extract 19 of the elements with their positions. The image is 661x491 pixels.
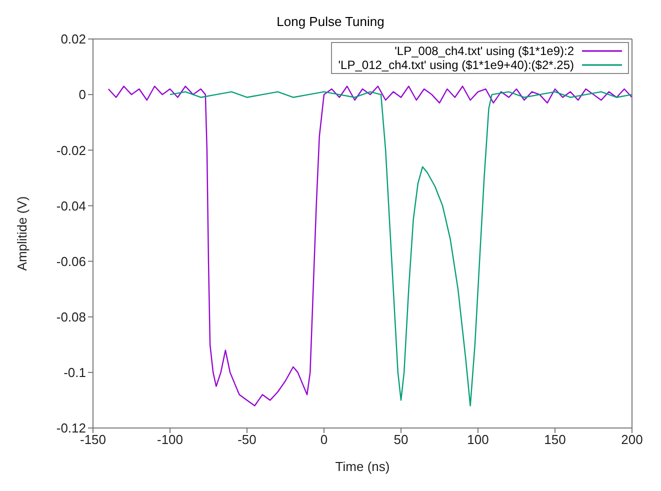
- chart-title: Long Pulse Tuning: [276, 14, 386, 29]
- x-tick-label: 50: [394, 432, 408, 448]
- y-tick-label: 0: [78, 87, 86, 102]
- y-tick-label: -0.06: [56, 254, 86, 269]
- x-tick-label: 200: [621, 432, 643, 448]
- y-tick-label: -0.04: [56, 198, 86, 214]
- x-tick-label: -100: [156, 432, 184, 448]
- y-tick-label: -0.1: [64, 365, 86, 380]
- x-tick-label: 0: [320, 432, 328, 448]
- x-tick-label: 100: [467, 432, 489, 448]
- legend-label: 'LP_008_ch4.txt' using ($1*1e9):2: [394, 44, 574, 58]
- y-tick-label: 0.02: [60, 32, 86, 47]
- legend-label: 'LP_012_ch4.txt' using ($1*1e9+40):($2*.25): [338, 58, 574, 72]
- y-axis-title: Amplitide (V): [14, 196, 30, 271]
- x-tick-label: 150: [544, 432, 566, 448]
- x-tick-label: -50: [238, 432, 256, 448]
- y-tick-label: -0.08: [56, 309, 86, 324]
- y-tick-label: -0.02: [56, 142, 86, 158]
- x-axis-title: Time (ns): [335, 459, 390, 474]
